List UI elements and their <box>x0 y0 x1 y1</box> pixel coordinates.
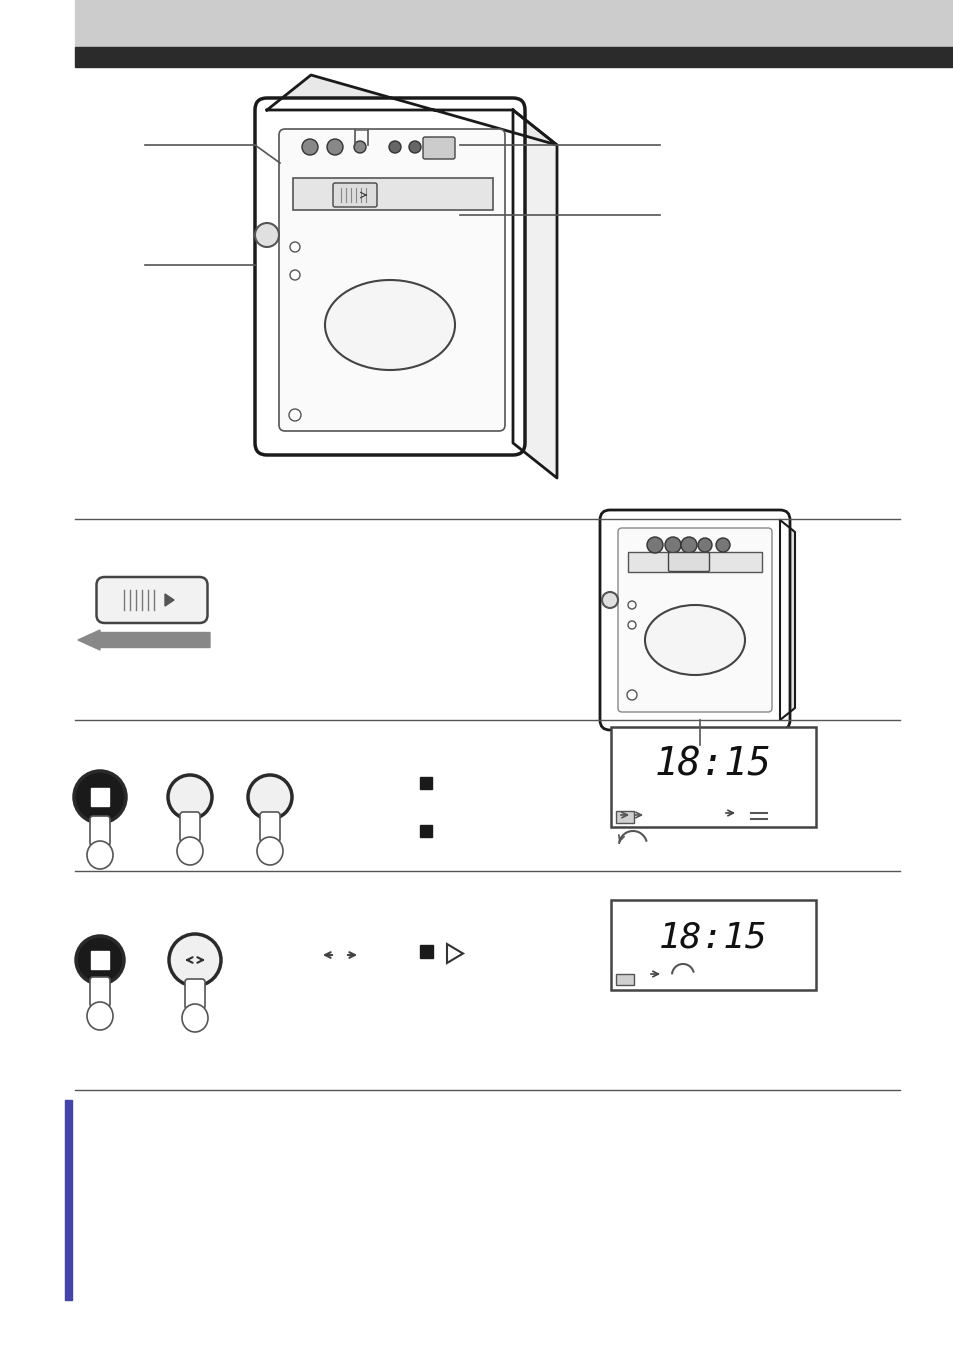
FancyBboxPatch shape <box>180 812 200 841</box>
Text: 18:15: 18:15 <box>654 747 771 785</box>
FancyBboxPatch shape <box>185 980 205 1009</box>
FancyBboxPatch shape <box>668 553 709 572</box>
FancyBboxPatch shape <box>278 129 504 431</box>
Circle shape <box>76 936 124 984</box>
Circle shape <box>601 592 618 608</box>
Circle shape <box>698 538 711 551</box>
Ellipse shape <box>182 1004 208 1033</box>
Bar <box>610 900 815 991</box>
Polygon shape <box>267 75 557 145</box>
Circle shape <box>716 538 729 551</box>
Bar <box>65 1100 71 1299</box>
Circle shape <box>627 602 636 608</box>
FancyBboxPatch shape <box>90 977 110 1007</box>
Bar <box>75 0 953 47</box>
Bar <box>91 789 109 806</box>
Bar <box>75 47 953 66</box>
FancyBboxPatch shape <box>422 137 455 159</box>
Circle shape <box>289 409 301 421</box>
Circle shape <box>646 537 662 553</box>
Ellipse shape <box>256 837 283 864</box>
FancyBboxPatch shape <box>260 812 280 841</box>
Circle shape <box>168 775 212 818</box>
Polygon shape <box>780 520 794 720</box>
Circle shape <box>290 243 299 252</box>
Ellipse shape <box>325 280 455 370</box>
Polygon shape <box>447 944 462 963</box>
FancyBboxPatch shape <box>90 816 110 846</box>
Ellipse shape <box>644 604 744 675</box>
Bar <box>627 551 761 572</box>
Circle shape <box>389 141 400 153</box>
FancyArrow shape <box>78 630 210 650</box>
Circle shape <box>327 140 343 154</box>
Bar <box>419 825 432 837</box>
Circle shape <box>664 537 680 553</box>
Circle shape <box>74 771 126 822</box>
FancyBboxPatch shape <box>618 528 771 711</box>
Bar <box>616 974 634 985</box>
Ellipse shape <box>87 841 112 869</box>
Circle shape <box>248 775 292 818</box>
FancyBboxPatch shape <box>599 509 789 730</box>
Polygon shape <box>513 110 557 478</box>
Bar <box>616 812 634 822</box>
Circle shape <box>169 934 221 986</box>
Circle shape <box>302 140 317 154</box>
Bar <box>610 728 815 827</box>
Text: 18:15: 18:15 <box>658 920 766 954</box>
Circle shape <box>626 690 637 701</box>
FancyBboxPatch shape <box>333 183 376 207</box>
FancyBboxPatch shape <box>96 577 208 623</box>
Circle shape <box>680 537 697 553</box>
Bar <box>293 178 493 210</box>
Polygon shape <box>165 593 173 606</box>
Circle shape <box>254 224 278 247</box>
Circle shape <box>290 270 299 280</box>
Bar <box>91 951 109 969</box>
Ellipse shape <box>177 837 203 864</box>
Circle shape <box>409 141 420 153</box>
Circle shape <box>354 141 366 153</box>
Ellipse shape <box>87 1001 112 1030</box>
Bar <box>419 944 433 958</box>
Circle shape <box>627 621 636 629</box>
Bar <box>419 776 432 789</box>
FancyBboxPatch shape <box>254 98 524 455</box>
